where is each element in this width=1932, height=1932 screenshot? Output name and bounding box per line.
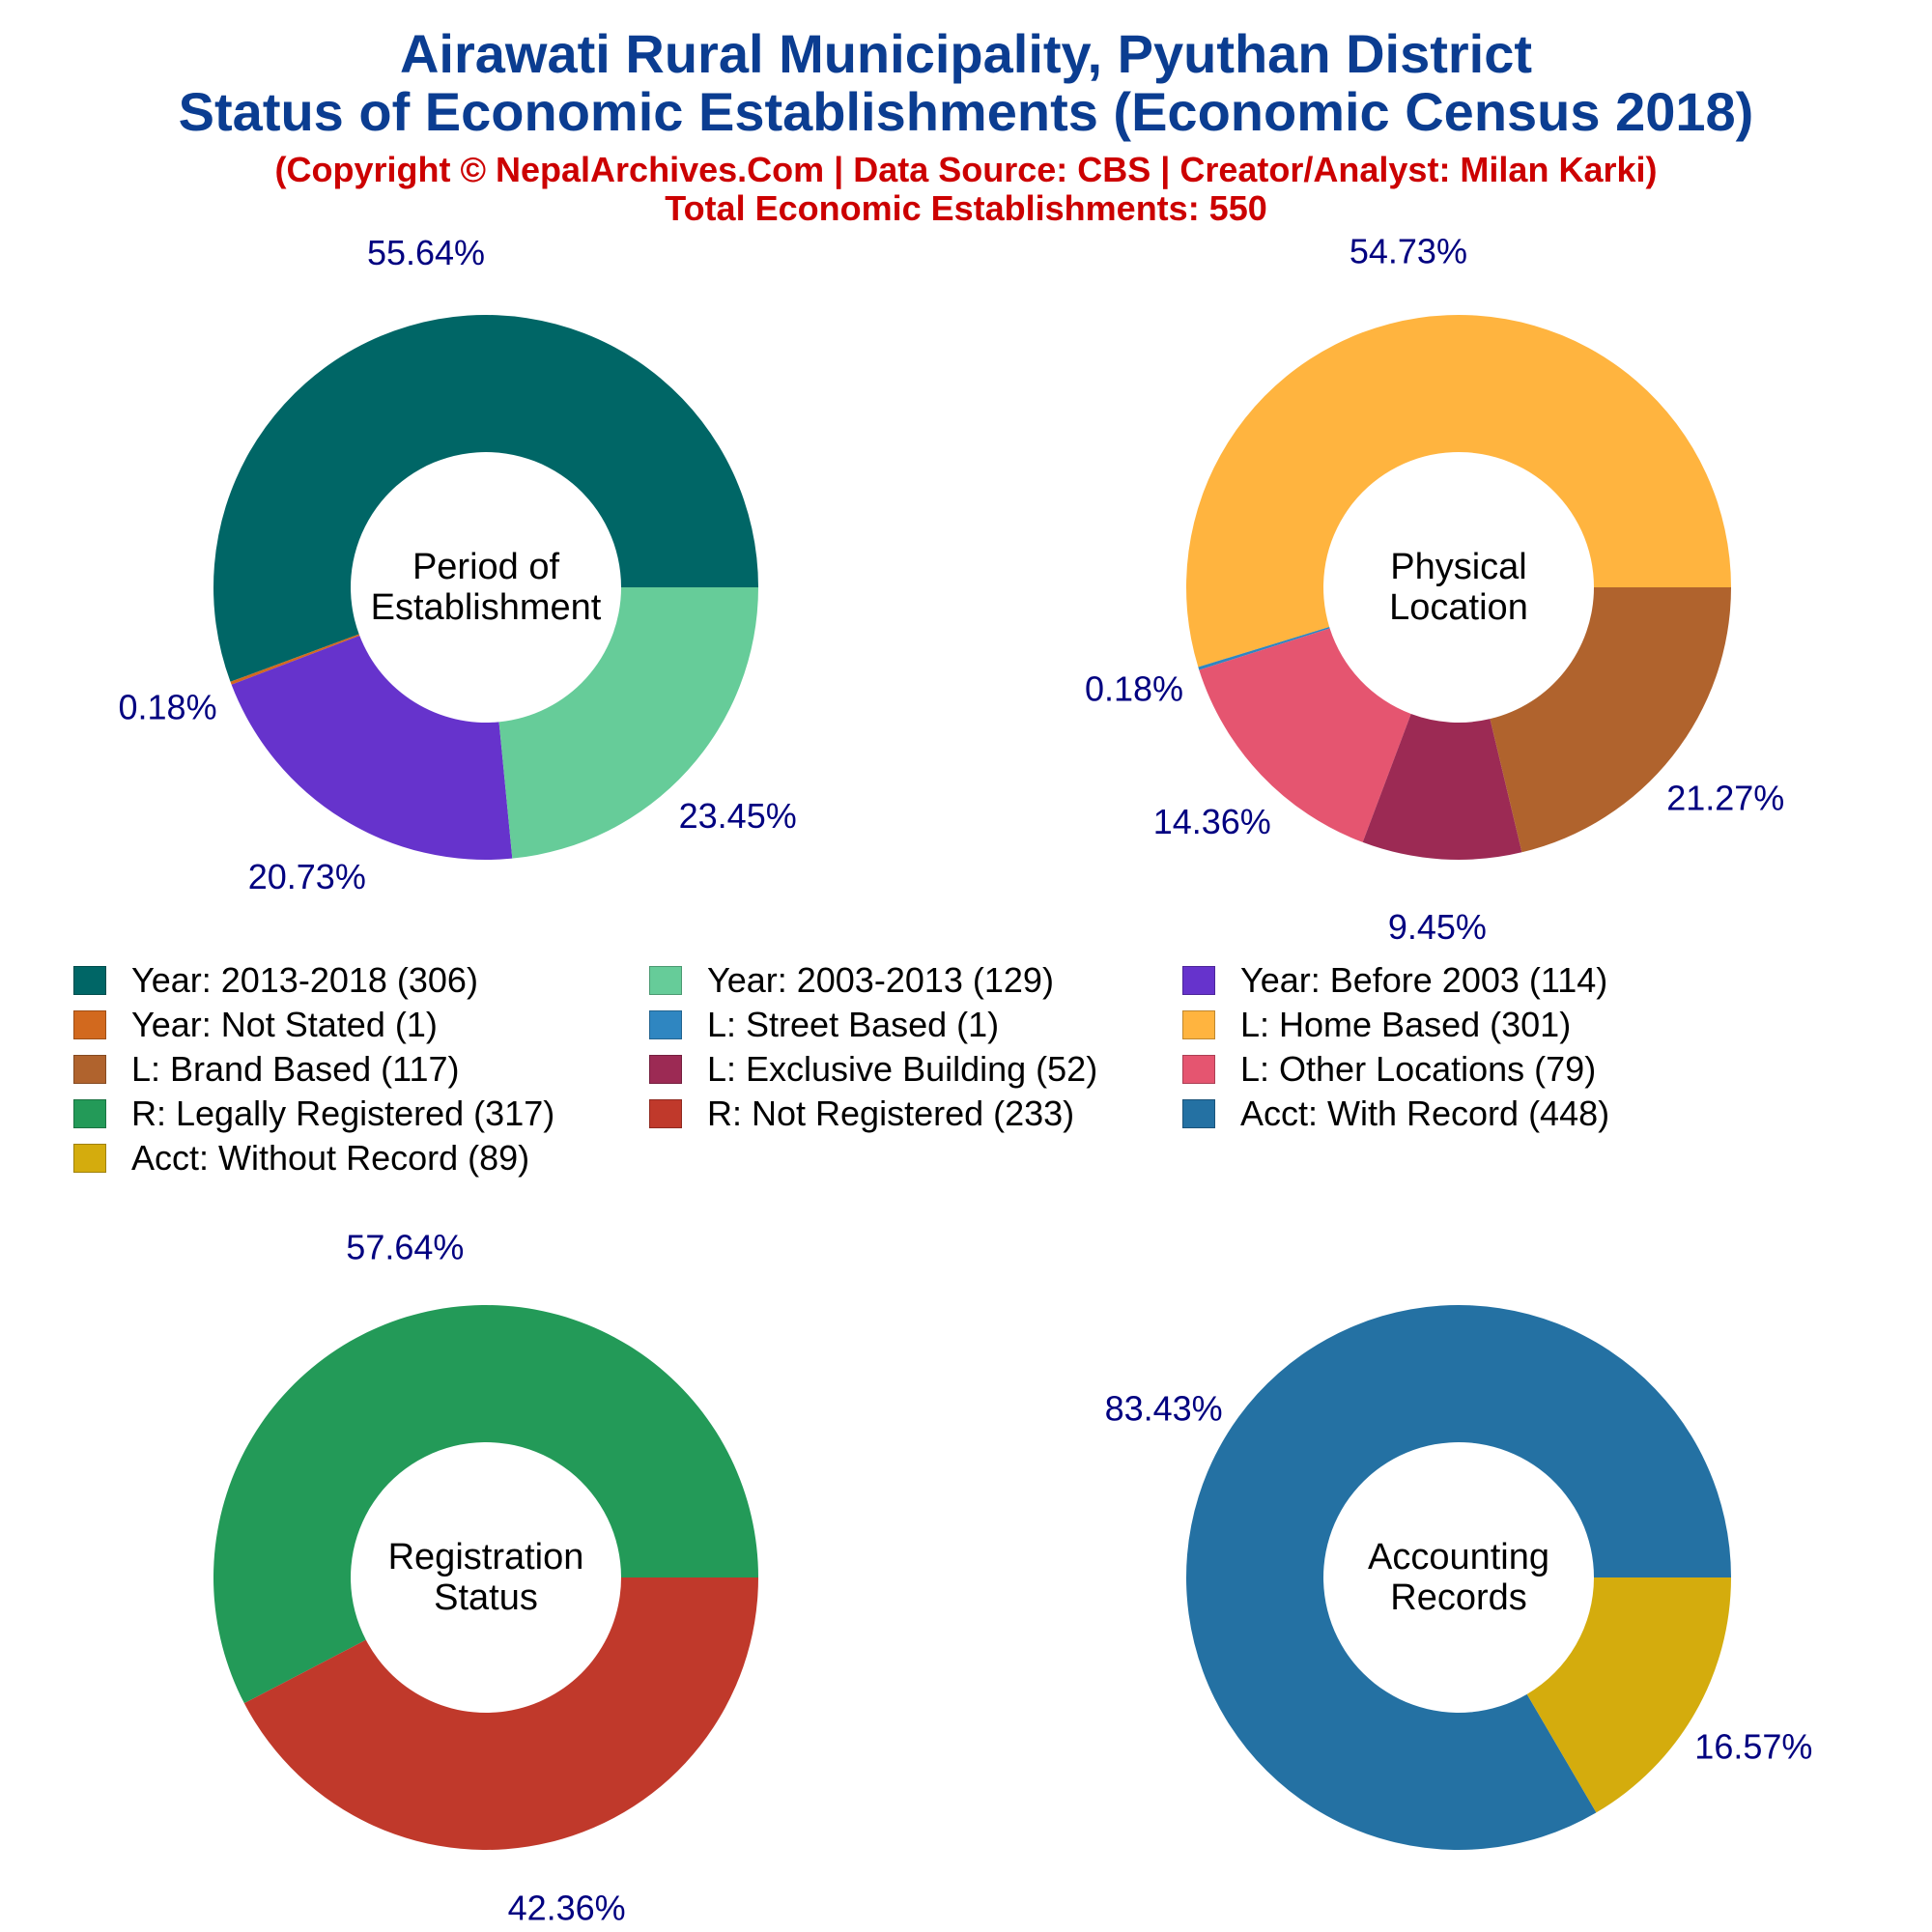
slice-physical-location-1	[1198, 626, 1330, 670]
legend-swatch	[1182, 966, 1215, 995]
slice-accounting-records-0	[1185, 1304, 1731, 1850]
slice-registration-status-0	[213, 1305, 758, 1704]
slice-physical-location-4	[1490, 587, 1731, 853]
chart-subtitle-total: Total Economic Establishments: 550	[665, 188, 1267, 228]
legend-label: R: Legally Registered (317)	[131, 1094, 555, 1133]
legend-swatch	[1182, 1055, 1215, 1084]
center-label-physical-location-line2: Location	[1389, 587, 1528, 628]
legend-label: Year: Not Stated (1)	[131, 1005, 438, 1044]
legend-swatch	[73, 1144, 106, 1173]
legend-swatch	[73, 1010, 106, 1039]
donut-physical-location: 54.73% 0.18% 14.36% 9.45% 21.27% PhysicalLoca…	[1085, 231, 1784, 946]
slice-period-of-establishment-2	[231, 636, 513, 860]
center-label-registration-status-line1: Registration	[388, 1537, 584, 1577]
slice-physical-location-0	[1185, 314, 1731, 668]
percent-label-physical-location-1: 0.18%	[1085, 668, 1183, 708]
slice-period-of-establishment-0	[213, 314, 758, 682]
legend-label: Year: Before 2003 (114)	[1240, 960, 1608, 1000]
legend-swatch	[1182, 1099, 1215, 1128]
percent-label-period-of-establishment-2: 20.73%	[248, 857, 366, 896]
percent-label-period-of-establishment-1: 0.18%	[119, 687, 217, 726]
legend-swatch	[649, 966, 682, 995]
percent-label-accounting-records-1: 16.57%	[1694, 1727, 1812, 1767]
percent-label-period-of-establishment-0: 55.64%	[367, 233, 485, 272]
legend-label: R: Not Registered (233)	[707, 1094, 1075, 1133]
legend-label: L: Exclusive Building (52)	[707, 1049, 1098, 1089]
slice-physical-location-2	[1199, 628, 1411, 842]
legend-item: Acct: With Record (448)	[1182, 1094, 1609, 1133]
percent-label-physical-location-4: 21.27%	[1666, 779, 1784, 818]
legend-label: L: Street Based (1)	[707, 1005, 1000, 1044]
slice-period-of-establishment-1	[230, 634, 360, 685]
center-label-accounting-records-line1: Accounting	[1368, 1537, 1549, 1577]
legend-item: Year: 2003-2013 (129)	[649, 960, 1054, 1000]
legend-swatch	[73, 1055, 106, 1084]
legend-swatch	[649, 1055, 682, 1084]
center-label-accounting-records-line2: Records	[1390, 1577, 1527, 1618]
legend-label: Year: 2003-2013 (129)	[707, 960, 1054, 1000]
chart-title-line2: Status of Economic Establishments (Econo…	[178, 81, 1754, 142]
legend-item: Year: Not Stated (1)	[73, 1005, 438, 1044]
legend-swatch	[1182, 1010, 1215, 1039]
legend-item: L: Brand Based (117)	[73, 1049, 460, 1089]
legend-label: Acct: Without Record (89)	[131, 1138, 530, 1178]
legend-label: Acct: With Record (448)	[1240, 1094, 1610, 1133]
legend-item: Year: Before 2003 (114)	[1182, 960, 1608, 1000]
chart-header: Airawati Rural Municipality, Pyuthan Dis…	[0, 0, 1932, 228]
legend-label: L: Brand Based (117)	[131, 1049, 460, 1089]
legend-item: R: Not Registered (233)	[649, 1094, 1074, 1133]
slice-period-of-establishment-3	[498, 587, 758, 859]
donut-period-of-establishment: 55.64% 0.18% 20.73% 23.45% Period ofEstablis…	[119, 233, 797, 896]
legend-swatch	[73, 1099, 106, 1128]
center-label-registration-status-line2: Status	[434, 1577, 538, 1618]
slice-physical-location-3	[1362, 714, 1522, 860]
legend-item: L: Exclusive Building (52)	[649, 1049, 1098, 1089]
chart-subtitle-credits: (Copyright © NepalArchives.Com | Data So…	[274, 150, 1658, 189]
percent-label-period-of-establishment-3: 23.45%	[679, 796, 797, 836]
percent-label-physical-location-2: 14.36%	[1153, 802, 1271, 841]
percent-label-physical-location-0: 54.73%	[1350, 231, 1467, 270]
slice-registration-status-1	[243, 1577, 758, 1850]
legend-item: L: Other Locations (79)	[1182, 1049, 1597, 1089]
percent-label-registration-status-0: 57.64%	[346, 1228, 464, 1267]
percent-label-accounting-records-0: 83.43%	[1105, 1388, 1223, 1428]
center-label-physical-location-line1: Physical	[1390, 547, 1527, 587]
legend-item: L: Street Based (1)	[649, 1005, 1000, 1044]
center-label-period-of-establishment-line2: Establishment	[371, 587, 602, 628]
center-label-period-of-establishment-line1: Period of	[412, 547, 560, 587]
percent-label-physical-location-3: 9.45%	[1388, 907, 1487, 947]
legend-item: L: Home Based (301)	[1182, 1005, 1572, 1044]
slice-accounting-records-1	[1526, 1577, 1731, 1813]
legend-swatch	[73, 966, 106, 995]
percent-label-registration-status-1: 42.36%	[508, 1888, 626, 1927]
legend-item: Acct: Without Record (89)	[73, 1138, 530, 1178]
legend-label: L: Home Based (301)	[1240, 1005, 1572, 1044]
legend-label: Year: 2013-2018 (306)	[131, 960, 478, 1000]
legend-label: L: Other Locations (79)	[1240, 1049, 1597, 1089]
legend-swatch	[649, 1010, 682, 1039]
chart-title-line1: Airawati Rural Municipality, Pyuthan Dis…	[399, 23, 1533, 84]
legend-item: Year: 2013-2018 (306)	[73, 960, 478, 1000]
legend-swatch	[649, 1099, 682, 1128]
legend-item: R: Legally Registered (317)	[73, 1094, 554, 1133]
